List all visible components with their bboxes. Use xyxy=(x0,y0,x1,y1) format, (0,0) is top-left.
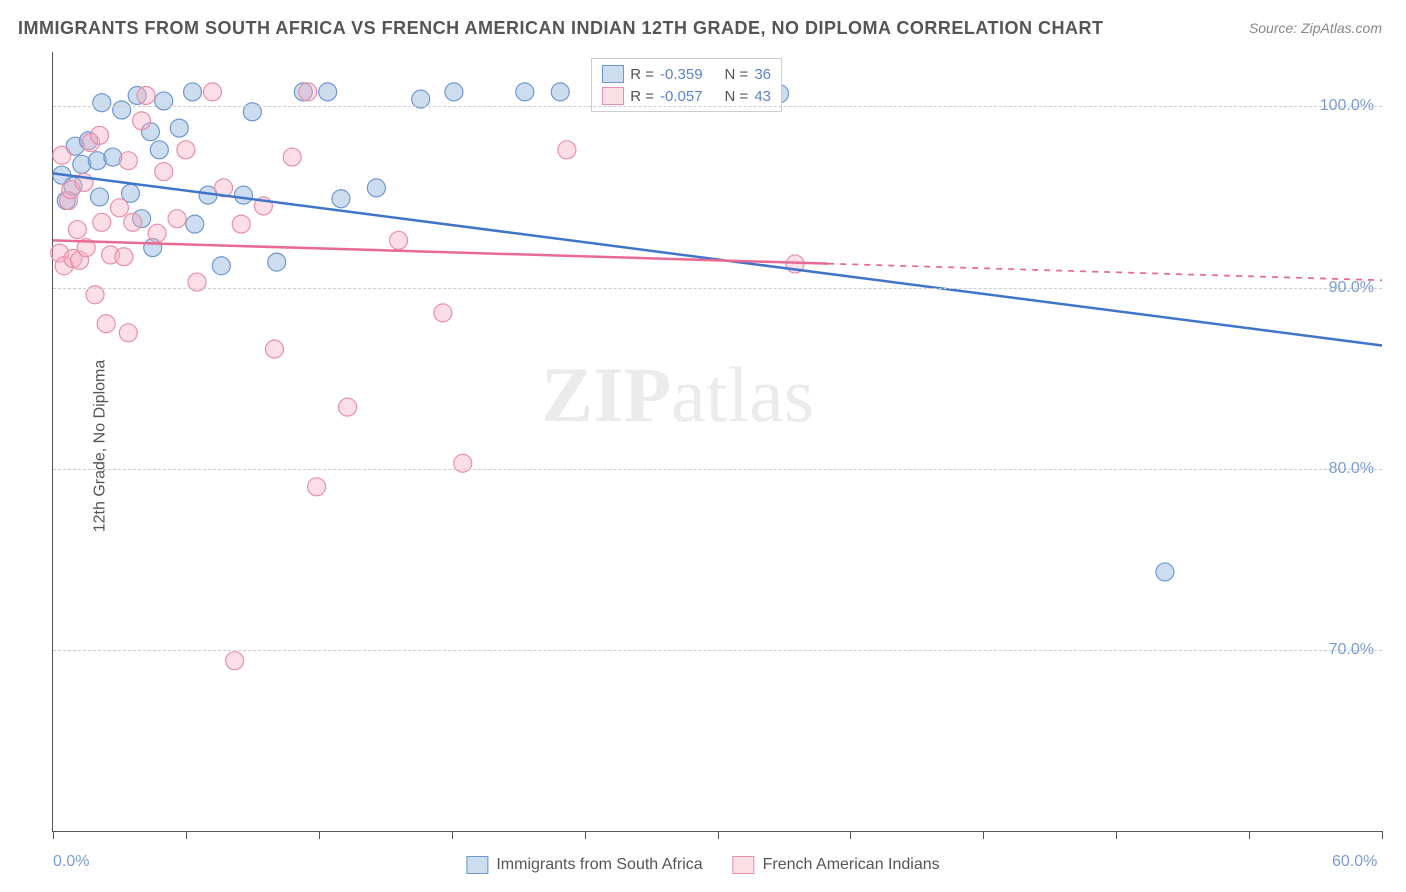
legend-n-value: 43 xyxy=(754,88,771,105)
scatter-point xyxy=(367,179,385,197)
legend-bottom: Immigrants from South Africa French Ameri… xyxy=(466,856,939,874)
legend-swatch xyxy=(602,65,624,83)
x-tick xyxy=(319,831,320,839)
scatter-point xyxy=(91,126,109,144)
scatter-point xyxy=(177,141,195,159)
scatter-point xyxy=(234,186,252,204)
scatter-point xyxy=(184,83,202,101)
scatter-point xyxy=(93,94,111,112)
x-tick xyxy=(850,831,851,839)
legend-stats: R = -0.359 N = 36 R = -0.057 N = 43 xyxy=(591,58,782,112)
scatter-point xyxy=(390,231,408,249)
plot-svg xyxy=(53,52,1382,831)
scatter-point xyxy=(91,188,109,206)
legend-r-value: -0.057 xyxy=(660,88,703,105)
legend-n-label: N = xyxy=(725,88,749,105)
scatter-point xyxy=(115,248,133,266)
scatter-point xyxy=(155,163,173,181)
x-tick xyxy=(186,831,187,839)
trend-line xyxy=(53,240,828,263)
scatter-point xyxy=(53,146,71,164)
gridline xyxy=(53,288,1382,289)
chart-title: IMMIGRANTS FROM SOUTH AFRICA VS FRENCH A… xyxy=(18,18,1103,39)
scatter-point xyxy=(283,148,301,166)
y-tick-label: 100.0% xyxy=(1320,97,1374,115)
scatter-point xyxy=(93,213,111,231)
x-tick xyxy=(1382,831,1383,839)
y-tick-label: 80.0% xyxy=(1329,460,1374,478)
legend-r-value: -0.359 xyxy=(660,66,703,83)
scatter-point xyxy=(308,478,326,496)
x-tick xyxy=(585,831,586,839)
scatter-point xyxy=(119,152,137,170)
scatter-point xyxy=(168,210,186,228)
legend-stat-row: R = -0.359 N = 36 xyxy=(602,63,771,85)
legend-r-label: R = xyxy=(630,88,654,105)
scatter-point xyxy=(124,213,142,231)
x-tick xyxy=(53,831,54,839)
x-tick xyxy=(983,831,984,839)
x-tick xyxy=(1249,831,1250,839)
scatter-point xyxy=(113,101,131,119)
scatter-point xyxy=(203,83,221,101)
trend-line-dashed xyxy=(828,264,1382,281)
y-tick-label: 70.0% xyxy=(1329,641,1374,659)
x-tick xyxy=(1116,831,1117,839)
y-tick-label: 90.0% xyxy=(1329,279,1374,297)
scatter-point xyxy=(170,119,188,137)
scatter-point xyxy=(119,324,137,342)
scatter-point xyxy=(1156,563,1174,581)
legend-swatch xyxy=(466,856,488,874)
plot-area: ZIPatlas R = -0.359N = 36R = -0.057N = 4… xyxy=(52,52,1382,832)
legend-swatch xyxy=(733,856,755,874)
scatter-point xyxy=(299,83,317,101)
scatter-point xyxy=(551,83,569,101)
scatter-point xyxy=(148,224,166,242)
scatter-point xyxy=(266,340,284,358)
scatter-point xyxy=(226,652,244,670)
gridline xyxy=(53,469,1382,470)
scatter-point xyxy=(232,215,250,233)
x-tick-label: 0.0% xyxy=(53,853,89,871)
legend-item: Immigrants from South Africa xyxy=(466,856,702,874)
scatter-point xyxy=(186,215,204,233)
legend-r-label: R = xyxy=(630,66,654,83)
scatter-point xyxy=(434,304,452,322)
scatter-point xyxy=(332,190,350,208)
scatter-point xyxy=(445,83,463,101)
scatter-point xyxy=(558,141,576,159)
scatter-point xyxy=(110,199,128,217)
scatter-point xyxy=(319,83,337,101)
x-tick-label: 60.0% xyxy=(1332,853,1377,871)
legend-label: French American Indians xyxy=(763,856,940,874)
legend-stat-row: R = -0.057 N = 43 xyxy=(602,85,771,107)
gridline xyxy=(53,106,1382,107)
scatter-point xyxy=(516,83,534,101)
x-tick xyxy=(452,831,453,839)
legend-n-value: 36 xyxy=(754,66,771,83)
gridline xyxy=(53,650,1382,651)
scatter-point xyxy=(268,253,286,271)
scatter-point xyxy=(150,141,168,159)
x-tick xyxy=(718,831,719,839)
legend-label: Immigrants from South Africa xyxy=(496,856,702,874)
scatter-point xyxy=(97,315,115,333)
scatter-point xyxy=(212,257,230,275)
legend-n-label: N = xyxy=(725,66,749,83)
source-label: Source: ZipAtlas.com xyxy=(1249,20,1382,36)
scatter-point xyxy=(68,221,86,239)
scatter-point xyxy=(339,398,357,416)
scatter-point xyxy=(133,112,151,130)
scatter-point xyxy=(137,86,155,104)
legend-swatch xyxy=(602,87,624,105)
legend-item: French American Indians xyxy=(733,856,940,874)
